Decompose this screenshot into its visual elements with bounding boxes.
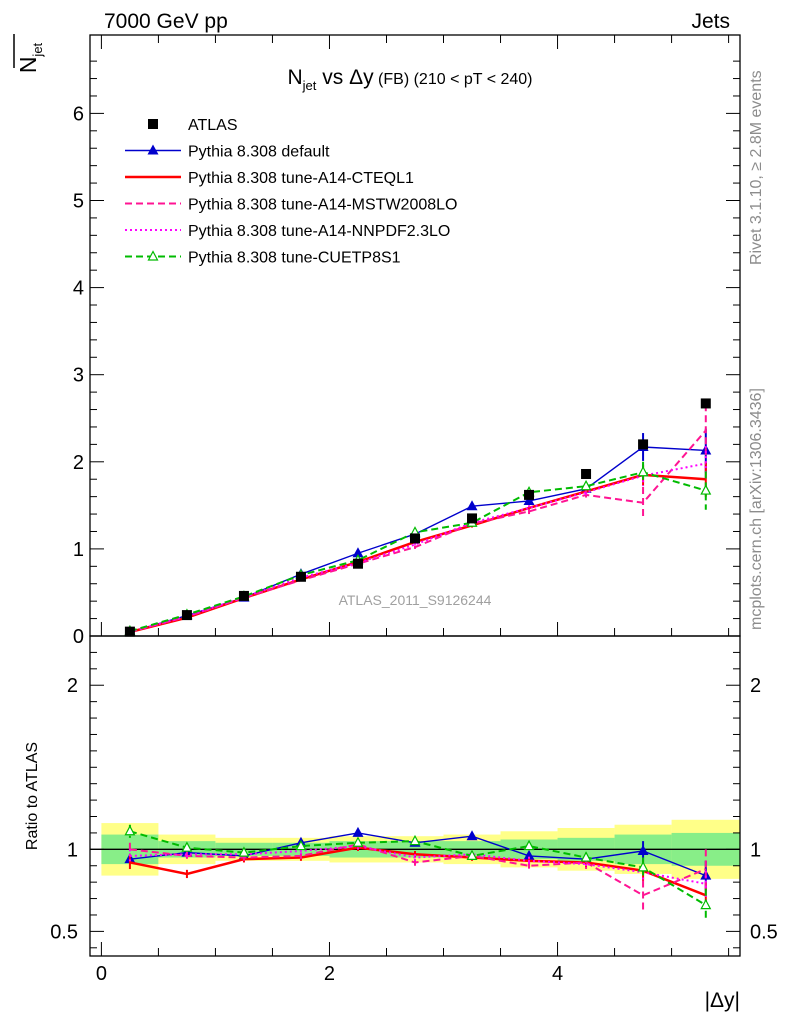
atlas-data-point: [700, 398, 711, 409]
x-axis-label: |Δy|: [705, 989, 740, 1012]
ratio-point-cuetp8s1: [700, 898, 712, 910]
legend-label-atlas: ATLAS: [188, 117, 238, 134]
ratio-ticks: 0.5 0.5 1 1 2 2 0 2 4: [50, 651, 778, 985]
main-point-default: [466, 500, 478, 511]
x-tick-label: 4: [552, 963, 563, 985]
legend-marker-cuetp8s1: [147, 250, 159, 261]
main-y-tick-label: 5: [73, 190, 84, 212]
ratio-y-tick-label-left: 1: [67, 839, 78, 861]
ratio-point-default: [523, 849, 535, 860]
atlas-data-point: [410, 533, 420, 544]
x-tick-label: 0: [96, 963, 107, 985]
rivet-version-text: Rivet 3.1.10, ≥ 2.8M events: [748, 70, 765, 265]
ratio-y-tick-label-right: 0.5: [750, 921, 778, 943]
ratio-y-tick-label-right: 2: [750, 675, 761, 697]
plot-title-sub: jet: [302, 78, 317, 93]
plot-title-small: (FB) (210 < pT < 240): [374, 71, 533, 88]
atlas-data-point: [581, 468, 592, 479]
main-point-default: [523, 494, 535, 505]
main-point-cuetp8s1: [637, 465, 649, 477]
atlas-data-point: [295, 571, 306, 582]
main-ylabel-sub: jet: [30, 42, 45, 57]
main-y-tick-label: 1: [73, 539, 84, 561]
ratio-point-default: [352, 826, 364, 837]
main-y-tick-label: 3: [73, 365, 84, 387]
analysis-watermark: ATLAS_2011_S9126244: [339, 592, 492, 608]
ratio-ylabel: Ratio to ATLAS: [24, 742, 41, 850]
atlas-data-point: [238, 590, 249, 601]
legend: ATLAS Pythia 8.308 default Pythia 8.308 tu…: [125, 117, 457, 267]
main-ylabel-main: N: [15, 57, 41, 74]
ratio-point-default: [466, 830, 478, 841]
ratio-line-nnpdf23lo: [129, 845, 706, 885]
header-right-label: Jets: [691, 10, 730, 33]
atlas-data-point: [524, 489, 535, 500]
ratio-y-tick-label-left: 0.5: [50, 921, 78, 943]
svg-text:Njet: Njet: [15, 42, 45, 73]
ratio-point-cuetp8s1: [466, 849, 478, 860]
main-line-cteql1: [129, 473, 706, 634]
atlas-data-point: [638, 439, 649, 450]
main-point-default: [352, 547, 364, 558]
x-tick-label: 2: [324, 963, 335, 985]
atlas-data-point: [467, 513, 478, 524]
ratio-point-cuetp8s1: [523, 839, 535, 851]
ratio-point-cuetp8s1: [295, 839, 307, 851]
ratio-frame: [89, 635, 741, 957]
ratio-point-cuetp8s1: [181, 841, 193, 852]
main-y-tick-label: 6: [73, 103, 84, 125]
ratio-point-default: [637, 844, 649, 855]
mcplots-text: mcplots.cern.ch [arXiv:1306.3436]: [748, 388, 765, 630]
legend-label-cteql1: Pythia 8.308 tune-A14-CTEQL1: [188, 170, 414, 187]
legend-marker-default: [147, 144, 159, 155]
ratio-point-cuetp8s1: [409, 834, 421, 846]
header-left-label: 7000 GeV pp: [104, 10, 228, 33]
atlas-data-point: [124, 626, 135, 637]
ratio-point-cuetp8s1: [124, 824, 136, 836]
ratio-point-cuetp8s1: [637, 861, 649, 872]
legend-label-nnpdf23lo: Pythia 8.308 tune-A14-NNPDF2.3LO: [188, 223, 450, 240]
main-point-cuetp8s1: [580, 479, 592, 491]
ratio-point-cuetp8s1: [580, 851, 592, 862]
main-y-tick-label: 0: [73, 626, 84, 648]
ratio-content: [90, 819, 740, 922]
ratio-y-tick-label-right: 1: [750, 839, 761, 861]
atlas-data-point: [352, 558, 363, 569]
legend-marker-atlas: [148, 119, 158, 129]
plot-title: Njet vs Δy (FB) (210 < pT < 240): [288, 66, 533, 93]
main-ticks: 0 1 2 3 4 5 6: [73, 35, 740, 648]
plot-title-main: N: [288, 66, 303, 89]
ratio-y-tick-label-left: 2: [67, 675, 78, 697]
main-y-tick-label: 2: [73, 452, 84, 474]
main-content: [124, 398, 712, 637]
legend-label-default: Pythia 8.308 default: [188, 144, 330, 161]
atlas-data-point: [181, 610, 192, 621]
ratio-point-cuetp8s1: [352, 836, 364, 847]
legend-label-cuetp8s1: Pythia 8.308 tune-CUETP8S1: [188, 250, 401, 267]
main-y-tick-label: 4: [73, 278, 84, 300]
ratio-point-cuetp8s1: [238, 846, 250, 857]
ratio-panel: 0.5 0.5 1 1 2 2 0 2 4: [50, 635, 778, 985]
main-panel: 0 1 2 3 4 5 6: [73, 34, 741, 648]
main-ylabel: Njet: [15, 42, 45, 73]
legend-label-mstw2008lo: Pythia 8.308 tune-A14-MSTW2008LO: [188, 197, 457, 214]
plot-title-rest: vs Δy: [316, 66, 374, 89]
main-point-cuetp8s1: [700, 484, 712, 495]
